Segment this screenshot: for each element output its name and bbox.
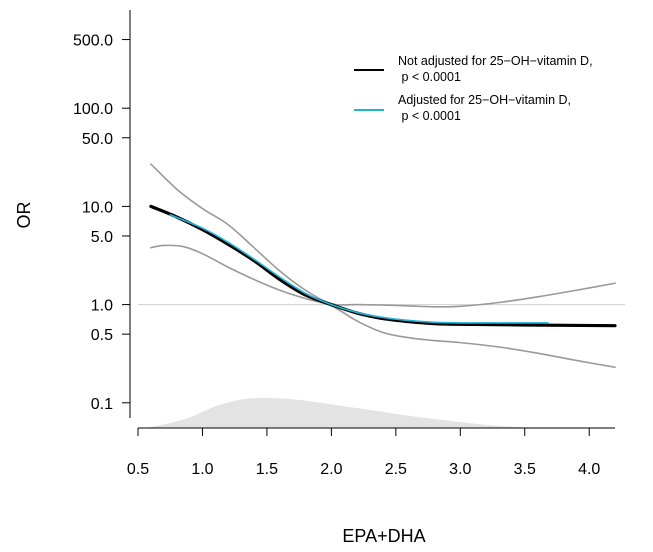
x-tick-label: 1.5 (256, 461, 278, 478)
legend-label-adjusted-2: p < 0.0001 (398, 109, 461, 123)
legend-label-adjusted-1: Adjusted for 25−OH−vitamin D, (398, 93, 571, 107)
y-tick-label: 10.0 (82, 199, 113, 216)
y-tick-label: 0.1 (91, 396, 113, 413)
x-axis-title: EPA+DHA (342, 526, 425, 546)
x-tick-label: 4.0 (578, 461, 600, 478)
x-tick-label: 3.5 (514, 461, 536, 478)
x-tick-label: 2.0 (320, 461, 342, 478)
density-layer (144, 397, 545, 428)
x-tick-label: 3.0 (449, 461, 471, 478)
legend-label-not-adjusted-2: p < 0.0001 (398, 70, 461, 84)
series-line-not-adjusted (149, 204, 617, 328)
x-tick-label: 0.5 (127, 461, 149, 478)
y-tick-label: 0.5 (91, 327, 113, 344)
series-line-ci-upper (150, 163, 616, 308)
y-tick-label: 500.0 (73, 33, 113, 50)
axes: 0.5 1.0 1.5 2.0 2.5 3.0 3.5 4.0 0.1 0.5 1.0 5.0 10.… (73, 10, 615, 478)
series-layer (149, 163, 617, 369)
series-line-adjusted (169, 214, 549, 324)
y-ticks: 0.1 0.5 1.0 5.0 10.0 50.0 100.0 500.0 (73, 33, 130, 413)
y-tick-label: 5.0 (91, 229, 113, 246)
y-tick-label: 1.0 (91, 298, 113, 315)
series-line-ci-lower (150, 244, 616, 369)
density-area (144, 397, 545, 428)
y-tick-label: 100.0 (73, 101, 113, 118)
x-ticks: 0.5 1.0 1.5 2.0 2.5 3.0 3.5 4.0 (127, 428, 600, 478)
x-tick-label: 2.5 (385, 461, 407, 478)
legend: Not adjusted for 25−OH−vitamin D, p < 0.… (354, 54, 593, 123)
legend-label-not-adjusted-1: Not adjusted for 25−OH−vitamin D, (398, 54, 593, 68)
y-axis-title: OR (14, 201, 34, 228)
x-tick-label: 1.0 (191, 461, 213, 478)
y-tick-label: 50.0 (82, 131, 113, 148)
